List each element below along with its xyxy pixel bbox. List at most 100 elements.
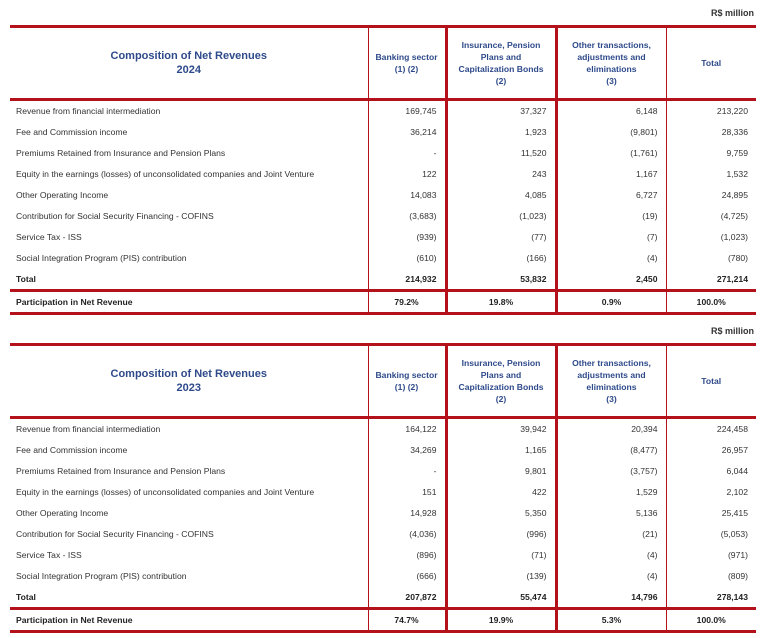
cell-value: 14,928 bbox=[367, 502, 446, 524]
row-label: Participation in Net Revenue bbox=[10, 289, 368, 316]
cell-value: (4) bbox=[554, 565, 666, 587]
row-label: Revenue from financial intermediation bbox=[16, 106, 161, 117]
net-revenue-table-2023: Composition of Net Revenues 2023 Banking s… bbox=[10, 343, 756, 634]
cell-value: 5,350 bbox=[444, 502, 556, 524]
cell-value: 169,745 bbox=[367, 99, 446, 122]
row-label: Premiums Retained from Insurance and Pen… bbox=[16, 466, 226, 477]
cell-value: 224,458 bbox=[665, 417, 756, 440]
cell-value: 214,932 bbox=[367, 268, 446, 291]
cell-value: (939) bbox=[367, 226, 446, 248]
cell-value: (896) bbox=[367, 544, 446, 566]
unit-label: R$ million bbox=[710, 326, 754, 336]
cell-value: (139) bbox=[444, 565, 556, 587]
cell-value: 243 bbox=[444, 163, 556, 185]
cell-value: (166) bbox=[444, 247, 556, 269]
participation-value: 19.8% bbox=[444, 289, 556, 316]
cell-value: (809) bbox=[665, 565, 756, 587]
total-row: Total 207,872 55,474 14,796 278,143 bbox=[10, 586, 756, 609]
cell-value: 2,102 bbox=[665, 481, 756, 503]
total-row: Total 214,932 53,832 2,450 271,214 bbox=[10, 268, 756, 291]
cell-value: 1,532 bbox=[665, 163, 756, 185]
cell-value: (19) bbox=[554, 205, 666, 227]
cell-value: 4,085 bbox=[444, 184, 556, 206]
participation-value: 0.9% bbox=[554, 289, 666, 316]
cell-value: 6,044 bbox=[665, 460, 756, 482]
cell-value: 271,214 bbox=[665, 268, 756, 291]
cell-value: 34,269 bbox=[367, 439, 446, 461]
cell-value: (4) bbox=[554, 247, 666, 269]
cell-value: (4,036) bbox=[367, 523, 446, 545]
cell-value: 1,529 bbox=[554, 481, 666, 503]
cell-value: 213,220 bbox=[665, 99, 756, 122]
cell-value: 1,923 bbox=[444, 121, 556, 143]
table-row: Social Integration Program (PIS) contrib… bbox=[10, 565, 756, 587]
column-header: Banking sector (1) (2) bbox=[367, 25, 446, 101]
unit-label: R$ million bbox=[710, 8, 754, 18]
row-label: Equity in the earnings (losses) of uncon… bbox=[16, 487, 315, 498]
cell-value: (610) bbox=[367, 247, 446, 269]
cell-value: 422 bbox=[444, 481, 556, 503]
cell-value: 37,327 bbox=[444, 99, 556, 122]
cell-value: 26,957 bbox=[665, 439, 756, 461]
cell-value: 55,474 bbox=[444, 586, 556, 609]
participation-value: 100.0% bbox=[665, 289, 756, 316]
cell-value: 9,759 bbox=[665, 142, 756, 164]
column-header: Insurance, Pension Plans and Capitalizat… bbox=[444, 25, 556, 101]
cell-value: (666) bbox=[367, 565, 446, 587]
row-label: Social Integration Program (PIS) contrib… bbox=[16, 570, 187, 581]
cell-value: 24,895 bbox=[665, 184, 756, 206]
cell-value: 14,083 bbox=[367, 184, 446, 206]
cell-value: (1,023) bbox=[444, 205, 556, 227]
cell-value: 1,165 bbox=[444, 439, 556, 461]
cell-value: (21) bbox=[554, 523, 666, 545]
participation-value: 74.7% bbox=[367, 607, 446, 634]
table-title: Composition of Net Revenues 2023 bbox=[10, 343, 368, 419]
participation-value: 5.3% bbox=[554, 607, 666, 634]
table-row: Service Tax - ISS (896) (71) (4) (971) bbox=[10, 544, 756, 566]
cell-value: 1,167 bbox=[554, 163, 666, 185]
table-row: Equity in the earnings (losses) of uncon… bbox=[10, 163, 756, 185]
column-header: Banking sector (1) (2) bbox=[367, 343, 446, 419]
table-row: Equity in the earnings (losses) of uncon… bbox=[10, 481, 756, 503]
cell-value: (8,477) bbox=[554, 439, 666, 461]
title-text: Composition of Net Revenues bbox=[110, 50, 267, 62]
cell-value: 36,214 bbox=[367, 121, 446, 143]
table-row: Premiums Retained from Insurance and Pen… bbox=[10, 142, 756, 164]
table-row: Revenue from financial intermediation 169… bbox=[10, 99, 756, 122]
row-label: Equity in the earnings (losses) of uncon… bbox=[16, 169, 315, 180]
row-label: Revenue from financial intermediation bbox=[16, 424, 161, 435]
cell-value: 2,450 bbox=[554, 268, 666, 291]
cell-value: 5,136 bbox=[554, 502, 666, 524]
cell-value: (1,023) bbox=[665, 226, 756, 248]
row-label: Total bbox=[16, 273, 36, 284]
cell-value: 11,520 bbox=[444, 142, 556, 164]
title-text: Composition of Net Revenues bbox=[110, 368, 267, 380]
row-label: Contribution for Social Security Financi… bbox=[16, 210, 214, 221]
cell-value: 207,872 bbox=[367, 586, 446, 609]
row-label: Total bbox=[16, 591, 36, 602]
cell-value: (3,757) bbox=[554, 460, 666, 482]
column-header: Other transactions, adjustments and elim… bbox=[554, 25, 666, 101]
participation-value: 19.9% bbox=[444, 607, 556, 634]
cell-value: (77) bbox=[444, 226, 556, 248]
cell-value: 122 bbox=[367, 163, 446, 185]
cell-value: (4) bbox=[554, 544, 666, 566]
cell-value: (71) bbox=[444, 544, 556, 566]
cell-value: 28,336 bbox=[665, 121, 756, 143]
cell-value: (9,801) bbox=[554, 121, 666, 143]
table-row: Fee and Commission income 34,269 1,165 (8,4… bbox=[10, 439, 756, 461]
row-label: Service Tax - ISS bbox=[16, 549, 82, 560]
row-label: Other Operating Income bbox=[16, 190, 109, 200]
table-title: Composition of Net Revenues 2024 bbox=[10, 25, 368, 101]
cell-value: 151 bbox=[367, 481, 446, 503]
row-label: Fee and Commission income bbox=[16, 445, 128, 456]
cell-value: 278,143 bbox=[665, 586, 756, 609]
cell-value: (971) bbox=[665, 544, 756, 566]
cell-value: (3,683) bbox=[367, 205, 446, 227]
table-row: Other Operating Income 14,928 5,350 5,136 25… bbox=[10, 502, 756, 524]
column-header: Total bbox=[665, 343, 756, 419]
table-row: Contribution for Social Security Financi… bbox=[10, 523, 756, 545]
cell-value: 6,727 bbox=[554, 184, 666, 206]
participation-value: 79.2% bbox=[367, 289, 446, 316]
net-revenue-table-2024: Composition of Net Revenues 2024 Banking s… bbox=[10, 25, 756, 316]
